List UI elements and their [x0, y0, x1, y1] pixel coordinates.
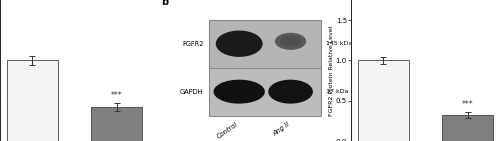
- Bar: [7, 60, 58, 141]
- Ellipse shape: [282, 87, 300, 96]
- Ellipse shape: [216, 31, 262, 57]
- Text: ***: ***: [111, 91, 122, 100]
- Bar: [92, 107, 142, 141]
- Y-axis label: FGFR2 Protein Relative Level: FGFR2 Protein Relative Level: [328, 25, 334, 116]
- Text: 37 kDa: 37 kDa: [326, 89, 349, 94]
- Text: FGFR2: FGFR2: [182, 41, 204, 47]
- Ellipse shape: [268, 80, 313, 104]
- Ellipse shape: [280, 35, 301, 47]
- Text: Ang II: Ang II: [272, 121, 290, 137]
- Text: GAPDH: GAPDH: [180, 89, 204, 95]
- Text: ***: ***: [462, 100, 473, 109]
- Text: Control: Control: [216, 121, 239, 140]
- Bar: [209, 20, 320, 68]
- Ellipse shape: [223, 35, 256, 53]
- Text: b: b: [160, 0, 168, 7]
- Bar: [209, 20, 320, 116]
- Bar: [358, 60, 408, 141]
- Ellipse shape: [275, 83, 306, 100]
- Ellipse shape: [275, 33, 306, 50]
- Ellipse shape: [221, 83, 257, 100]
- Bar: [209, 68, 320, 116]
- Ellipse shape: [229, 87, 250, 96]
- Bar: [442, 115, 493, 141]
- Ellipse shape: [230, 38, 248, 49]
- Text: 145 kDa: 145 kDa: [326, 41, 352, 46]
- Ellipse shape: [284, 38, 297, 45]
- Ellipse shape: [214, 80, 265, 104]
